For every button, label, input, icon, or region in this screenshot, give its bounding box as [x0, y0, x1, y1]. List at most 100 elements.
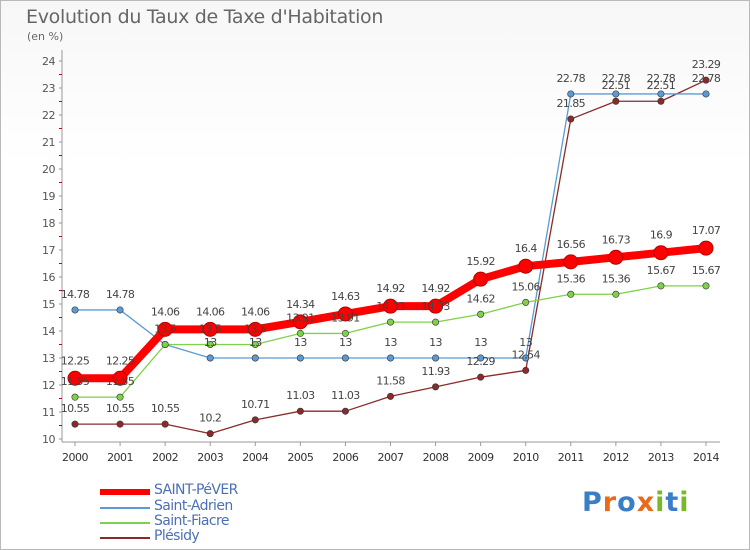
- data-label-pl-sidy-2006: 11.03: [331, 389, 360, 402]
- data-label-saint-p-ver-2002: 14.06: [151, 305, 180, 318]
- logo-letter: x: [636, 487, 656, 518]
- legend-label-plesidy: Plésidy: [154, 528, 200, 544]
- legend-swatch-saint-fiacre: [100, 522, 150, 524]
- x-tick-label-2010: 2010: [513, 451, 539, 464]
- y-tick-label-17: 17: [42, 244, 55, 257]
- legend-item-plesidy: Plésidy: [100, 528, 340, 545]
- data-label-saint-fiacre-2002: 13.5: [154, 323, 177, 336]
- point-saint-p-ver-2000: [67, 370, 83, 386]
- y-tick-label-12: 12: [42, 379, 55, 392]
- point-saint-fiacre-2000: [71, 393, 79, 401]
- point-saint-fiacre-2010: [522, 298, 530, 306]
- point-saint-adrien-2011: [567, 90, 575, 98]
- point-saint-adrien-2004: [251, 354, 259, 362]
- x-tick-label-2000: 2000: [62, 451, 88, 464]
- chart-title: Evolution du Taux de Taxe d'Habitation: [26, 6, 384, 28]
- data-label-saint-fiacre-2014: 15.67: [692, 264, 721, 277]
- data-label-pl-sidy-2007: 11.58: [376, 374, 405, 387]
- point-pl-sidy-2009: [477, 373, 485, 381]
- point-pl-sidy-2007: [386, 392, 394, 400]
- data-label-saint-p-ver-2004: 14.06: [241, 305, 270, 318]
- data-label-saint-fiacre-2003: 13.5: [199, 323, 222, 336]
- unit-label: (en %): [27, 30, 64, 43]
- point-saint-adrien-2007: [386, 354, 394, 362]
- point-saint-fiacre-2006: [341, 329, 349, 337]
- point-saint-fiacre-2014: [702, 282, 710, 290]
- x-tick-label-2011: 2011: [558, 451, 584, 464]
- data-label-pl-sidy-2008: 11.93: [421, 365, 450, 378]
- data-label-saint-p-ver-2006: 14.63: [331, 290, 360, 303]
- data-label-saint-p-ver-2012: 16.73: [602, 233, 631, 246]
- point-saint-p-ver-2014: [698, 240, 714, 256]
- data-label-saint-fiacre-2001: 11.55: [106, 375, 135, 388]
- point-saint-p-ver-2009: [473, 271, 489, 287]
- y-tick-label-22: 22: [42, 109, 55, 122]
- point-saint-p-ver-2005: [292, 314, 308, 330]
- point-saint-p-ver-2002: [157, 321, 173, 337]
- x-tick-label-2009: 2009: [468, 451, 494, 464]
- x-tick-label-2014: 2014: [693, 451, 719, 464]
- data-label-saint-adrien-2011: 22.78: [557, 72, 586, 85]
- point-saint-p-ver-2007: [383, 298, 398, 314]
- legend-swatch-saint-adrien: [100, 507, 150, 509]
- logo-letter: o: [617, 487, 637, 518]
- point-pl-sidy-2003: [206, 430, 214, 438]
- y-tick-label-11: 11: [42, 406, 55, 419]
- logo-letter: t: [665, 487, 680, 518]
- legend-item-saint-fiacre: Saint-Fiacre: [100, 513, 340, 530]
- data-label-saint-adrien-2006: 13: [339, 336, 352, 349]
- point-saint-p-ver-2003: [202, 321, 218, 337]
- x-tick-label-2003: 2003: [197, 451, 223, 464]
- point-saint-p-ver-2012: [608, 249, 624, 265]
- legend-swatch-plesidy: [100, 537, 150, 539]
- data-label-saint-p-ver-2005: 14.34: [286, 298, 315, 311]
- point-saint-p-ver-2010: [518, 258, 534, 274]
- data-label-saint-p-ver-2007: 14.92: [376, 282, 405, 295]
- logo-letter: i: [679, 487, 690, 518]
- point-saint-adrien-2005: [296, 354, 304, 362]
- data-label-pl-sidy-2001: 10.55: [106, 402, 135, 415]
- data-label-saint-fiacre-2010: 15.06: [511, 280, 540, 293]
- y-tick-label-16: 16: [42, 271, 55, 284]
- data-label-saint-fiacre-2012: 15.36: [602, 272, 631, 285]
- data-label-saint-p-ver-2000: 12.25: [61, 354, 90, 367]
- data-label-pl-sidy-2000: 10.55: [61, 402, 90, 415]
- x-tick-label-2004: 2004: [242, 451, 268, 464]
- point-saint-adrien-2001: [116, 306, 124, 314]
- data-label-saint-fiacre-2009: 14.62: [466, 292, 495, 305]
- data-label-pl-sidy-2014: 23.29: [692, 58, 721, 71]
- data-label-pl-sidy-2011: 21.85: [557, 97, 586, 110]
- point-saint-adrien-2008: [432, 354, 440, 362]
- logo-letter: r: [602, 487, 618, 518]
- point-saint-p-ver-2011: [563, 254, 579, 270]
- point-pl-sidy-2002: [161, 420, 169, 428]
- x-tick-label-2002: 2002: [152, 451, 178, 464]
- data-label-saint-adrien-2014: 22.78: [692, 72, 721, 85]
- data-label-saint-adrien-2010: 13: [519, 336, 532, 349]
- point-pl-sidy-2014: [702, 76, 710, 84]
- y-tick-label-20: 20: [42, 163, 55, 176]
- x-tick-label-2008: 2008: [423, 451, 449, 464]
- point-saint-adrien-2000: [71, 306, 79, 314]
- y-tick-label-15: 15: [42, 298, 55, 311]
- point-pl-sidy-2001: [116, 420, 124, 428]
- point-saint-adrien-2003: [206, 354, 214, 362]
- data-label-pl-sidy-2010: 12.54: [511, 348, 540, 361]
- data-label-saint-adrien-2004: 13: [249, 336, 262, 349]
- point-saint-fiacre-2001: [116, 393, 124, 401]
- legend-label-saint-fiacre: Saint-Fiacre: [154, 513, 229, 529]
- y-tick-label-24: 24: [42, 55, 55, 68]
- point-saint-p-ver-2001: [112, 370, 128, 386]
- point-pl-sidy-2013: [657, 97, 665, 105]
- data-label-saint-p-ver-2014: 17.07: [692, 224, 721, 237]
- legend-swatch-saint-pever: [100, 489, 150, 495]
- data-label-saint-p-ver-2011: 16.56: [557, 238, 586, 251]
- data-label-saint-adrien-2012: 22.78: [602, 72, 631, 85]
- data-label-saint-fiacre-2007: 14.33: [376, 300, 405, 313]
- data-label-saint-fiacre-2004: 13.5: [244, 323, 267, 336]
- legend-item-saint-adrien: Saint-Adrien: [100, 498, 340, 515]
- y-tick-label-13: 13: [42, 352, 55, 365]
- data-label-saint-fiacre-2008: 14.33: [421, 300, 450, 313]
- point-saint-fiacre-2002: [161, 340, 169, 348]
- data-label-saint-adrien-2009: 13: [474, 336, 487, 349]
